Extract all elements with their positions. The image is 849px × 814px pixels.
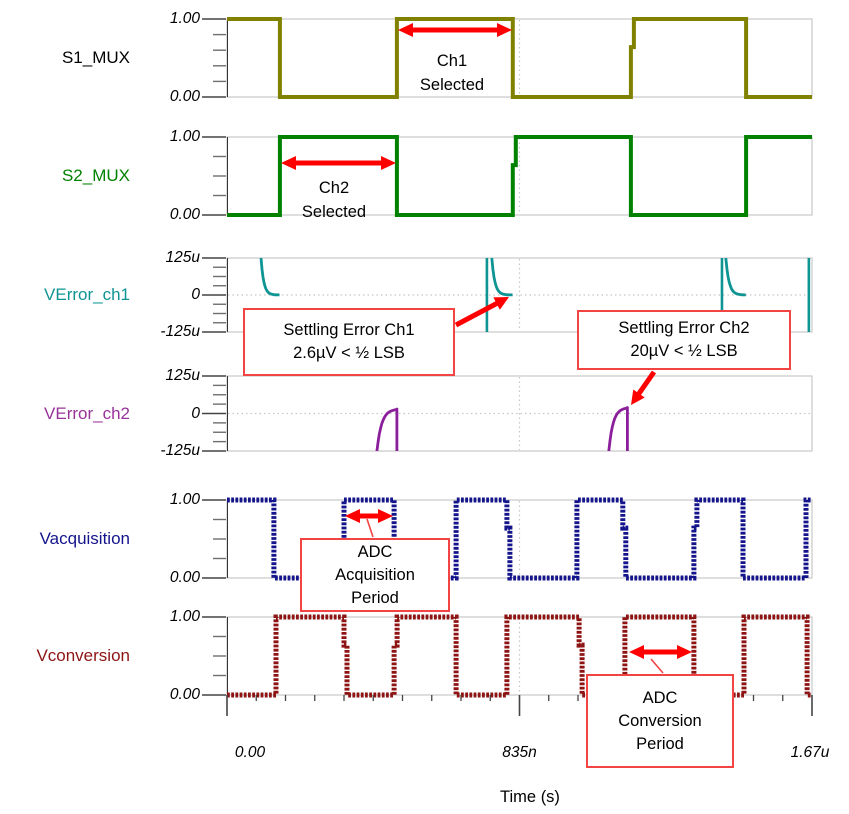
- arrow-shaft: [454, 299, 501, 328]
- y-label-bottom-verror_ch1: -125u: [160, 323, 200, 340]
- y-label-bottom-s2_mux: 0.00: [169, 206, 200, 223]
- trace-label-verror_ch1: VError_ch1: [44, 285, 130, 304]
- double-arrow-head-left: [281, 156, 296, 170]
- double-arrow-head-right: [378, 509, 393, 523]
- y-label-bottom-verror_ch2: -125u: [160, 442, 200, 459]
- annotation-settling-error-ch1: Settling Error Ch1 2.6µV < ½ LSB: [243, 308, 455, 376]
- y-label-top-verror_ch2: 125u: [165, 367, 200, 384]
- annotation-line: Ch1: [436, 52, 468, 70]
- trace-decay-verror_ch1: [490, 257, 513, 297]
- y-label-top-verror_ch1: 125u: [165, 249, 200, 266]
- annotation-ch2-selected: Ch2 Selected: [302, 176, 366, 224]
- trace-vacquisition: [227, 497, 812, 581]
- annotation-leader-line: [650, 658, 664, 674]
- arrow-head: [493, 297, 509, 310]
- trace-label-verror_ch2: VError_ch2: [44, 403, 130, 423]
- x-tick-label-max: 1.67u: [790, 744, 830, 761]
- annotation-line: Selected: [419, 76, 485, 94]
- y-label-top-s1_mux: 1.00: [169, 10, 200, 27]
- annotation-settling-error-ch2: Settling Error Ch2 20µV < ½ LSB: [577, 310, 791, 370]
- y-label-zero-verror_ch2: 0: [191, 404, 200, 422]
- annotation-line: Conversion: [618, 711, 702, 730]
- annotation-line: Settling Error Ch1: [283, 321, 415, 339]
- trace-decay-verror_ch1: [724, 257, 746, 297]
- annotation-line: Selected: [301, 203, 367, 221]
- trace-bump-verror_ch2: [607, 406, 629, 452]
- annotation-line: Period: [636, 734, 684, 753]
- annotation-line: Acquisition: [335, 565, 415, 584]
- annotation-adc-acquisition-period: ADC Acquisition Period: [300, 538, 450, 612]
- trace-vconversion: [227, 614, 812, 698]
- x-tick-label-835n: 835n: [502, 744, 537, 761]
- y-label-zero-verror_ch1: 0: [191, 286, 200, 303]
- y-label-top-vconversion: 1.00: [169, 608, 200, 625]
- trace-s2_mux: [227, 135, 812, 217]
- x-tick-label-0: 0.00: [234, 744, 266, 761]
- annotation-line: Period: [351, 588, 399, 607]
- y-label-top-vacquisition: 1.00: [169, 491, 200, 508]
- annotation-line: 20µV < ½ LSB: [630, 342, 738, 360]
- trace-label-vacquisition: Vacquisition: [39, 529, 130, 548]
- annotation-ch1-selected: Ch1 Selected: [420, 49, 484, 97]
- y-label-top-s2_mux: 1.00: [169, 128, 200, 145]
- y-label-bottom-vacquisition: 0.00: [169, 569, 200, 586]
- annotation-line: ADC: [357, 542, 393, 561]
- annotation-line: Ch2: [318, 179, 350, 197]
- annotation-adc-conversion-period: ADC Conversion Period: [586, 674, 734, 768]
- annotation-leader-line: [366, 518, 374, 538]
- trace-s1_mux: [227, 17, 812, 99]
- double-arrow-head-left: [629, 645, 644, 659]
- arrow-head: [631, 389, 645, 405]
- arrow-shaft: [635, 370, 657, 398]
- trace-label-s1_mux: S1_MUX: [61, 48, 130, 67]
- double-arrow-head-right: [381, 156, 396, 170]
- annotation-line: 2.6µV < ½ LSB: [293, 344, 405, 362]
- annotation-line: ADC: [642, 688, 678, 707]
- trace-bump-verror_ch2: [375, 407, 399, 452]
- double-arrow-head-right: [497, 23, 512, 37]
- x-axis-title: Time (s): [500, 788, 560, 806]
- trace-decay-verror_ch1: [259, 257, 280, 297]
- annotation-line: Settling Error Ch2: [618, 319, 750, 337]
- trace-label-s2_mux: S2_MUX: [61, 166, 130, 185]
- y-label-bottom-s1_mux: 0.00: [169, 88, 200, 105]
- panel-frame-s1_mux: [226, 18, 813, 98]
- y-label-bottom-vconversion: 0.00: [169, 686, 200, 703]
- double-arrow-head-left: [398, 23, 413, 37]
- trace-label-vconversion: Vconversion: [36, 646, 130, 665]
- double-arrow-head-left: [345, 509, 360, 523]
- double-arrow-head-right: [677, 645, 692, 659]
